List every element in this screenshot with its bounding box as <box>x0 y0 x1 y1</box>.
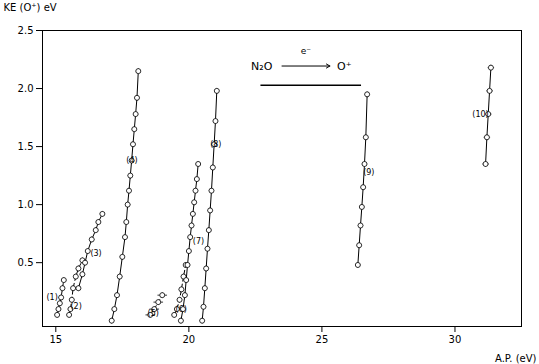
svg-text:N₂O: N₂O <box>251 60 273 73</box>
svg-text:1.0: 1.0 <box>18 199 34 210</box>
svg-text:(9): (9) <box>363 168 374 177</box>
svg-text:(7): (7) <box>193 237 204 246</box>
svg-text:15: 15 <box>49 334 62 345</box>
svg-text:O⁺: O⁺ <box>337 60 352 73</box>
svg-text:1.5: 1.5 <box>18 141 34 152</box>
svg-text:(10): (10) <box>472 110 488 119</box>
svg-text:e⁻: e⁻ <box>301 46 312 56</box>
svg-text:0.5: 0.5 <box>18 257 34 268</box>
svg-text:(6): (6) <box>176 305 187 314</box>
svg-text:(8): (8) <box>210 140 221 149</box>
svg-text:25: 25 <box>316 334 329 345</box>
svg-text:30: 30 <box>449 334 462 345</box>
svg-text:(1): (1) <box>46 293 57 302</box>
svg-text:2.0: 2.0 <box>18 83 34 94</box>
svg-text:20: 20 <box>182 334 195 345</box>
svg-text:KE (O⁺) eV: KE (O⁺) eV <box>4 2 57 13</box>
svg-text:(5): (5) <box>148 309 159 318</box>
svg-text:2.5: 2.5 <box>18 25 34 36</box>
svg-text:(2): (2) <box>70 302 81 311</box>
svg-text:A.P. (eV): A.P. (eV) <box>495 353 537 364</box>
svg-text:(4): (4) <box>126 156 137 165</box>
svg-text:(3): (3) <box>90 249 101 258</box>
